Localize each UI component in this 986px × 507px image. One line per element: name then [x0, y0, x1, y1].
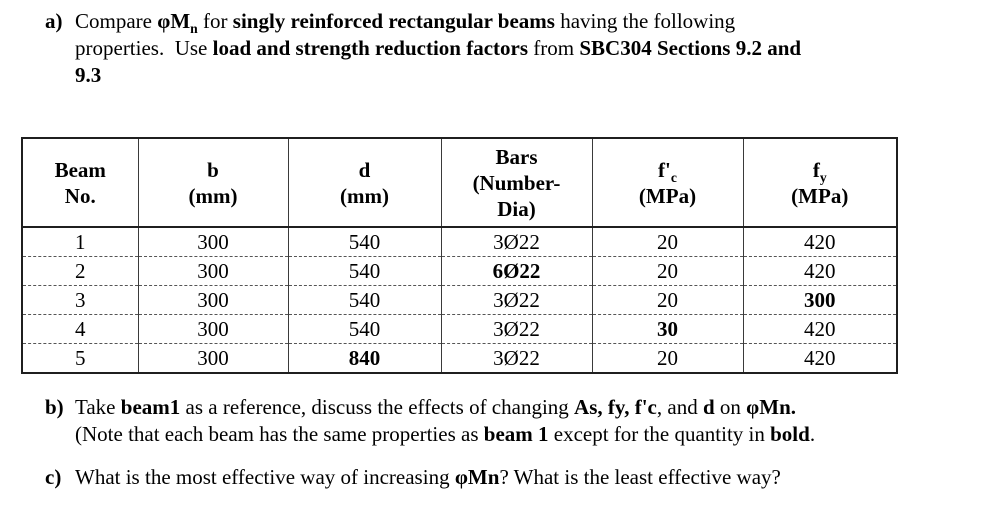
question-b: b) Take beam1 as a reference, discuss th… — [0, 394, 986, 448]
text-segment: φMn — [746, 395, 791, 419]
table-cell: 2 — [22, 256, 138, 286]
table-cell: 540 — [287, 256, 441, 286]
text-segment: Take — [75, 395, 121, 419]
table-cell: 300 — [137, 227, 288, 257]
question-c-text: What is the most effective way of increa… — [75, 464, 980, 491]
text-segment: singly reinforced rectangular beams — [232, 9, 555, 33]
text-segment: Compare — [75, 9, 158, 33]
table-cell: 300 — [742, 285, 897, 315]
table-cell: 300 — [137, 314, 288, 344]
text-segment: ? What is the least effective way? — [499, 465, 781, 489]
table-cell: 4 — [22, 314, 138, 344]
text-segment: No. — [64, 183, 96, 208]
column-header-b-mm: b (mm) — [137, 138, 288, 228]
table-cell: 6Ø22 — [440, 256, 592, 286]
question-a-text: Compare φMn for singly reinforced rectan… — [75, 8, 980, 89]
table-cell: 420 — [742, 314, 897, 344]
table-cell: 3Ø22 — [440, 314, 592, 344]
text-segment: φMn — [454, 465, 500, 489]
text-segment: f — [812, 157, 820, 182]
text-segment: having the following — [554, 9, 736, 33]
table-cell: 20 — [591, 227, 743, 257]
question-c-label: c) — [45, 465, 62, 489]
table-cell: 540 — [287, 314, 441, 344]
text-segment: as a reference, discuss the effects of c… — [180, 395, 575, 419]
question-c: c) What is the most effective way of inc… — [0, 464, 986, 491]
text-segment: Bars — [495, 144, 538, 169]
text-segment: b — [207, 157, 219, 182]
table-body: 1 300 540 3Ø22 20 420 2 300 540 6Ø22 20 420 3 300 540 3… — [22, 227, 897, 373]
table-cell: 300 — [137, 343, 288, 373]
text-segment: Beam — [54, 157, 106, 182]
table-cell: 30 — [591, 314, 743, 344]
table-cell: 1 — [75, 230, 86, 254]
text-segment: Dia) — [497, 196, 536, 221]
text-segment: bold — [770, 422, 810, 446]
table-cell: 540 — [287, 227, 441, 257]
table-cell: 420 — [742, 343, 897, 373]
text-segment: (Number- — [472, 170, 561, 195]
text-segment: SBC304 Sections 9.2 and — [579, 36, 802, 60]
column-header-beam-no: Beam No. — [22, 138, 138, 228]
text-segment: load and strength reduction factors — [212, 36, 529, 60]
text-segment: properties. Use — [75, 36, 213, 60]
text-segment: What is the most effective way of increa… — [75, 465, 455, 489]
question-a-label: a) — [45, 9, 63, 33]
table-cell: 420 — [742, 256, 897, 286]
column-header-d-mm: d (mm) — [287, 138, 441, 228]
table-cell: 3 — [22, 285, 138, 315]
text-segment: d — [358, 157, 371, 182]
text-segment: c — [670, 169, 677, 185]
table-row: 4 300 540 3Ø22 30 420 — [22, 314, 897, 344]
table-cell: 840 — [287, 343, 441, 373]
table-cell: 3Ø22 — [440, 343, 592, 373]
text-segment: (mm) — [188, 183, 238, 208]
table-cell: 540 — [287, 285, 441, 315]
text-segment: φM — [157, 9, 191, 33]
beam-properties-table: Beam No. b (mm) d (mm) Bars (Number- Dia) f'c (MPa… — [21, 137, 898, 374]
table-row: 2 300 540 6Ø22 20 420 — [22, 256, 897, 286]
table-row: 3 300 540 3Ø22 20 300 — [22, 285, 897, 315]
table-cell: 3Ø22 — [440, 227, 592, 257]
text-segment: n — [190, 21, 198, 37]
question-a: a) Compare φMn for singly reinforced rec… — [0, 8, 986, 89]
text-segment: . — [809, 422, 816, 446]
table-row: 5 300 840 3Ø22 20 420 — [22, 343, 897, 373]
table-cell: 20 — [591, 285, 743, 315]
table-header-row: Beam No. b (mm) d (mm) Bars (Number- Dia) f'c (MPa… — [22, 138, 897, 228]
text-segment: except for the quantity in — [548, 422, 771, 446]
text-segment: 9.3 — [75, 63, 102, 87]
table-cell: 420 — [742, 227, 897, 257]
table-cell: 20 — [591, 256, 743, 286]
text-segment: y — [819, 169, 827, 185]
text-segment: (MPa) — [638, 183, 697, 208]
text-segment: d — [702, 395, 715, 419]
table-cell: 300 — [137, 285, 288, 315]
text-segment: beam 1 — [483, 422, 549, 446]
table-cell: 5 — [22, 343, 138, 373]
column-header-bars: Bars (Number- Dia) — [440, 138, 592, 228]
text-segment: (mm) — [340, 183, 389, 208]
text-segment: (MPa) — [791, 183, 849, 208]
question-b-text: Take beam1 as a reference, discuss the e… — [75, 394, 980, 448]
table-cell: 3Ø22 — [440, 285, 592, 315]
question-b-label: b) — [45, 395, 64, 419]
column-header-fy-mpa: fy (MPa) — [742, 138, 897, 228]
text-segment: . — [790, 395, 796, 419]
text-segment: f' — [658, 157, 671, 182]
table-cell: 300 — [137, 256, 288, 286]
table-cell: 20 — [591, 343, 743, 373]
text-segment: from — [528, 36, 580, 60]
text-segment: (Note that each beam has the same proper… — [75, 422, 484, 446]
column-header-fc-mpa: f'c (MPa) — [591, 138, 743, 228]
text-segment: As, fy, f'c — [574, 395, 657, 419]
table-header: Beam No. b (mm) d (mm) Bars (Number- Dia) f'c (MPa… — [22, 138, 897, 228]
table-row: 1 300 540 3Ø22 20 420 — [22, 227, 897, 257]
document: a) Compare φMn for singly reinforced rec… — [0, 8, 986, 491]
text-segment: beam1 — [120, 395, 181, 419]
text-segment: for — [197, 9, 233, 33]
text-segment: , and — [656, 395, 703, 419]
text-segment: on — [714, 395, 747, 419]
